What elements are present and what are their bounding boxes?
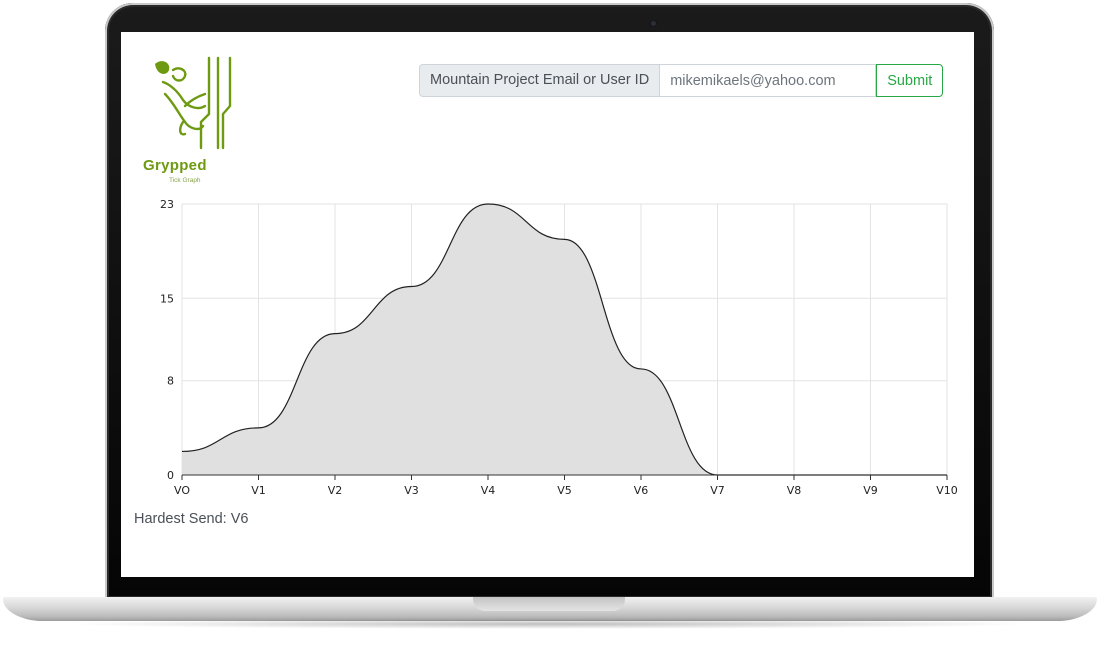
area-fill <box>182 204 947 475</box>
tick-area-chart: 0 8 15 23 VO V1 V2 V3 V4 V5 V6 V7 V8 V9 V10 <box>160 198 958 497</box>
y-tick-label: 23 <box>160 198 174 211</box>
x-tick-label: V1 <box>251 484 266 497</box>
brand-name: Grypped <box>143 157 207 174</box>
y-tick-label: 0 <box>167 469 174 482</box>
user-lookup-form: Mountain Project Email or User ID Submit <box>419 64 944 97</box>
submit-button[interactable]: Submit <box>876 64 944 97</box>
climber-logo-icon <box>155 56 232 150</box>
x-tick-label: V6 <box>634 484 649 497</box>
x-tick-label: V7 <box>710 484 725 497</box>
y-tick-label: 15 <box>160 292 174 305</box>
brand-tagline: Tick Graph <box>169 177 201 184</box>
x-tick-label: V3 <box>404 484 419 497</box>
email-field-label: Mountain Project Email or User ID <box>419 64 660 97</box>
app-screen: Grypped Tick Graph Mountain Project Emai… <box>121 32 974 577</box>
x-tick-label: VO <box>174 484 190 497</box>
x-tick-label: V2 <box>328 484 343 497</box>
brand-logo: Grypped Tick Graph <box>139 56 239 186</box>
email-field[interactable] <box>659 64 877 97</box>
laptop-notch <box>473 597 625 611</box>
y-tick-label: 8 <box>167 375 174 388</box>
x-tick-label: V5 <box>557 484 572 497</box>
laptop-shadow <box>60 619 1040 629</box>
x-tick-label: V9 <box>863 484 878 497</box>
camera-icon <box>649 19 658 28</box>
x-tick-label: V4 <box>481 484 496 497</box>
hardest-send-label: Hardest Send: V6 <box>134 511 249 527</box>
x-tick-label: V10 <box>936 484 958 497</box>
x-tick-label: V8 <box>787 484 802 497</box>
